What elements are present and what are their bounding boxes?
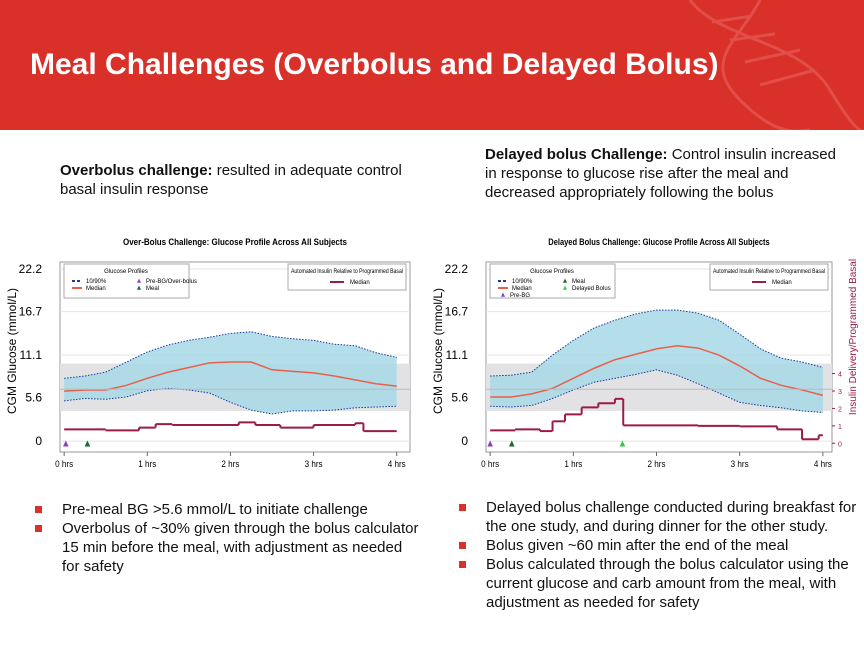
legend-label: 10/90% [512, 279, 533, 285]
x-tick-label: 2 hrs [221, 459, 239, 469]
y-tick-label: 22.2 [19, 262, 43, 276]
legend-label: Delayed Bolus [572, 286, 611, 292]
y2-axis-label: Insulin Delivery/Programmed Basal [848, 259, 859, 415]
median-line [64, 361, 397, 392]
legend-label: Pre-BG [510, 293, 530, 299]
legend-title: Glucose Profiles [530, 269, 574, 275]
caption-bold: Delayed bolus Challenge: [485, 146, 668, 163]
bullet: Delayed bolus challenge conducted during… [457, 498, 857, 536]
legend-box [489, 263, 616, 299]
bullet: Bolus calculated through the bolus calcu… [457, 555, 857, 612]
band-edge [490, 309, 823, 377]
y-tick-label: 5.6 [451, 391, 468, 405]
legend-swatch [563, 285, 567, 290]
legend-label: Median [512, 286, 532, 292]
legend-swatch [501, 292, 505, 297]
header-band: Meal Challenges (Overbolus and Delayed B… [0, 0, 864, 130]
y-tick-label: 5.6 [25, 391, 42, 405]
caption-text: resulted in adequate control basal insul… [60, 162, 402, 198]
caption: Overbolus challenge: resulted in adequat… [60, 161, 405, 199]
legend-title: Automated Insulin Relative to Programmed… [291, 269, 403, 275]
y-tick-label: 0 [35, 434, 42, 448]
chart-title: Over-Bolus Challenge: Glucose Profile Ac… [123, 237, 347, 247]
legend-label: Median [86, 286, 106, 292]
slide-title: Meal Challenges (Overbolus and Delayed B… [30, 48, 719, 81]
band-area [490, 310, 823, 413]
y-tick-label: 16.7 [445, 305, 469, 319]
x-tick-label: 1 hrs [138, 459, 156, 469]
x-tick-label: 0 hrs [55, 459, 73, 469]
x-tick-label: 1 hrs [564, 459, 582, 469]
caption-text: Control insulin increased in response to… [485, 146, 836, 201]
legend-title: Automated Insulin Relative to Programmed… [713, 269, 825, 275]
legend-label: Meal [572, 279, 585, 285]
x-tick-label: 2 hrs [648, 459, 666, 469]
y2-tick-label: 0 [838, 441, 842, 448]
event-marker [508, 440, 515, 447]
legend-swatch [563, 278, 567, 283]
bullet: Bolus given ~60 min after the end of the… [457, 536, 857, 555]
y-axis-label: CGM Glucose (mmol/L) [431, 288, 445, 414]
bullet: Overbolus of ~30% given through the bolu… [33, 519, 423, 576]
x-tick-label: 4 hrs [814, 459, 832, 469]
legend-box [63, 263, 190, 299]
y-tick-label: 16.7 [19, 305, 43, 319]
event-marker [63, 440, 69, 447]
caption-bold: Overbolus challenge: [60, 162, 213, 179]
y2-tick-label: 4 [838, 372, 842, 379]
x-tick-label: 3 hrs [305, 459, 323, 469]
x-tick-label: 0 hrs [481, 459, 499, 469]
event-marker [487, 440, 493, 447]
y2-tick-label: 3 [838, 389, 842, 396]
legend-title: Glucose Profiles [104, 269, 148, 275]
y2-tick-label: 1 [838, 424, 842, 431]
median-line [490, 344, 824, 398]
y-tick-label: 11.1 [20, 348, 43, 362]
chart-title: Delayed Bolus Challenge: Glucose Profile… [548, 237, 769, 247]
caption: Delayed bolus Challenge: Control insulin… [485, 145, 845, 202]
y-axis-label: CGM Glucose (mmol/L) [5, 288, 19, 414]
bullet: Pre-meal BG >5.6 mmol/L to initiate chal… [33, 500, 423, 519]
legend-label: Median [350, 280, 370, 286]
bullet-list: Pre-meal BG >5.6 mmol/L to initiate chal… [33, 500, 423, 576]
band-edge [490, 369, 823, 413]
band-edge [64, 387, 397, 415]
y-tick-label: 22.2 [445, 262, 469, 276]
legend-swatch [137, 285, 141, 290]
band-edge [64, 331, 397, 379]
y-tick-label: 11.1 [446, 348, 469, 362]
legend-label: Median [772, 280, 792, 286]
dna-decoration [688, 0, 864, 130]
event-marker [619, 440, 626, 447]
y-tick-label: 0 [461, 434, 468, 448]
bullet-list: Delayed bolus challenge conducted during… [457, 498, 857, 612]
legend-label: Meal [146, 286, 159, 292]
legend-swatch [137, 278, 141, 283]
x-tick-label: 3 hrs [731, 459, 749, 469]
y2-tick-label: 2 [838, 406, 842, 413]
legend-label: Pre-BG/Over-bolus [146, 279, 197, 285]
legend-box [709, 263, 829, 291]
legend-box [287, 263, 407, 291]
event-marker [84, 440, 91, 447]
x-tick-label: 4 hrs [388, 459, 406, 469]
legend-label: 10/90% [86, 279, 107, 285]
